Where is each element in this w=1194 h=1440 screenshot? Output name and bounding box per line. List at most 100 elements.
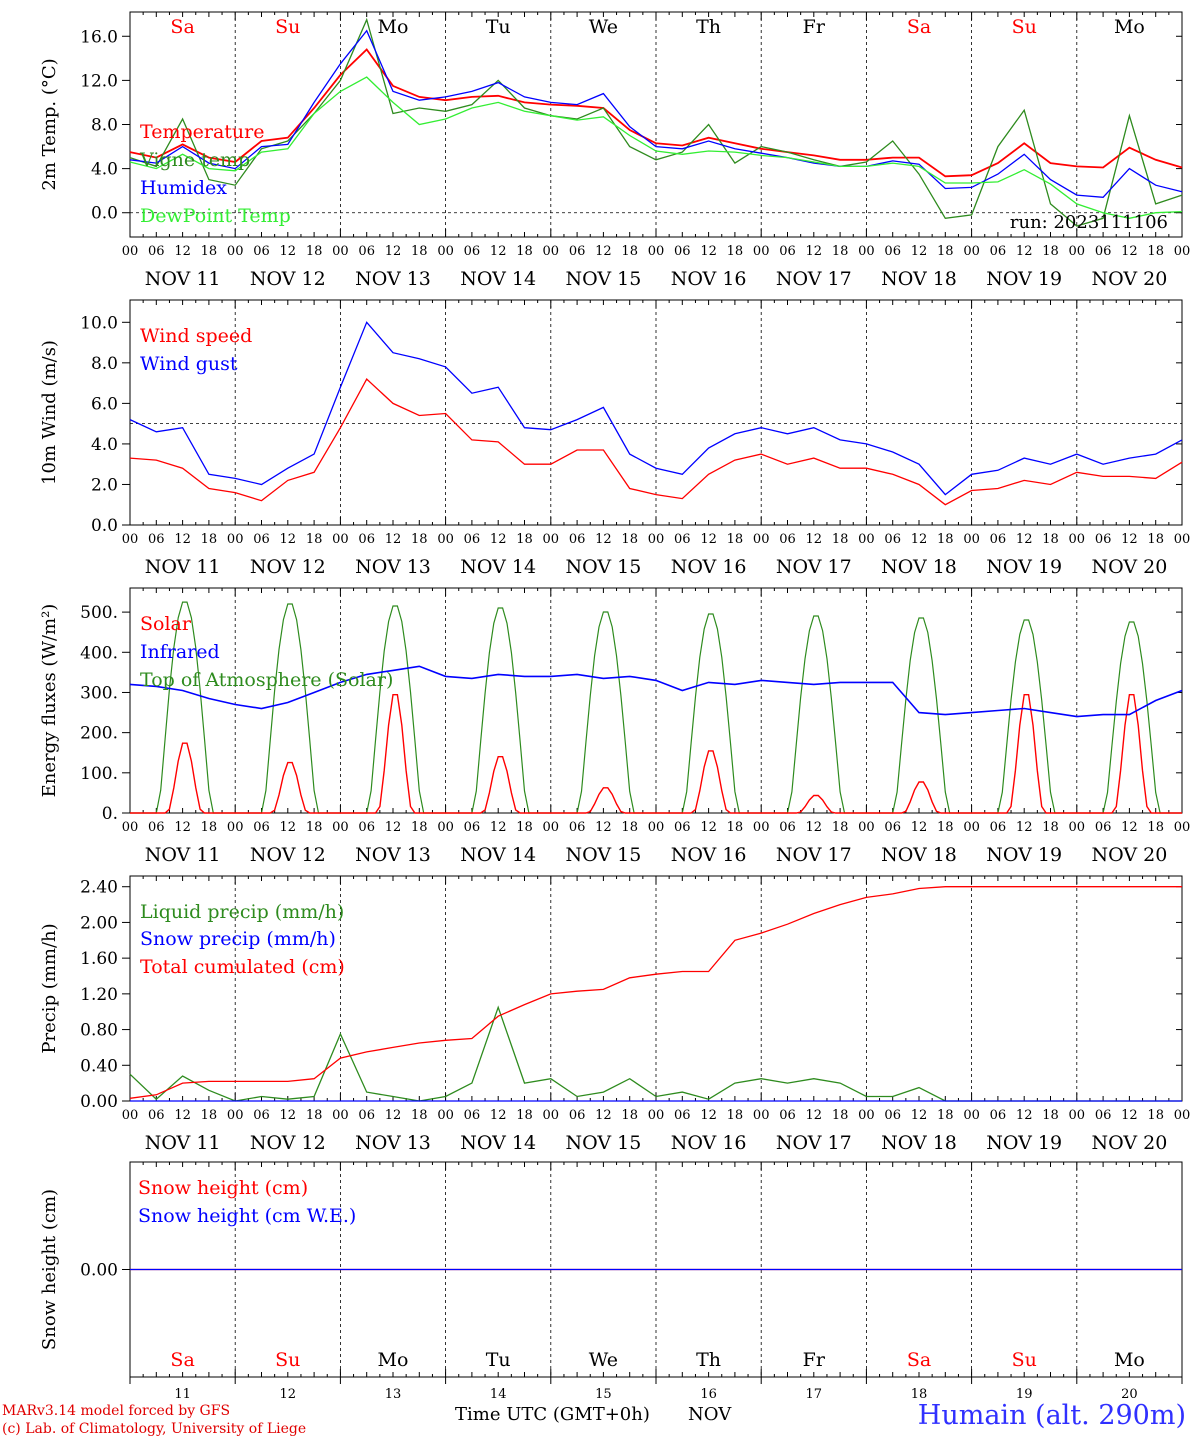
hour-tick-label: 18 [621, 244, 638, 259]
hour-tick-label: 12 [385, 1108, 402, 1123]
date-label: NOV 19 [986, 844, 1062, 866]
date-label: NOV 17 [776, 268, 852, 290]
hour-tick-label: 12 [700, 820, 717, 835]
hour-tick-label: 00 [753, 244, 770, 259]
hour-tick-label: 18 [1042, 532, 1059, 547]
hour-tick-label: 18 [306, 244, 323, 259]
legend-entry: DewPoint Temp [140, 205, 291, 227]
y-tick-label: 4.0 [91, 435, 118, 455]
panel-4: 0.00 0.40 0.80 1.20 1.60 2.00 2.40 Precip (mm/h… [39, 875, 1190, 1154]
hour-tick-label: 06 [464, 244, 481, 259]
date-label: NOV 11 [145, 268, 221, 290]
hour-tick-label: 06 [779, 244, 796, 259]
hour-tick-label: 12 [595, 244, 612, 259]
hour-tick-label: 12 [280, 532, 297, 547]
hour-tick-label: 18 [937, 820, 954, 835]
series-line [129, 321, 1183, 496]
date-label: NOV 16 [671, 556, 747, 578]
hour-tick-label: 06 [990, 820, 1007, 835]
hour-tick-label: 00 [543, 244, 560, 259]
legend-entry: Humidex [140, 177, 227, 199]
hour-tick-label: 12 [490, 532, 507, 547]
hour-tick-label: 06 [253, 1108, 270, 1123]
hour-tick-label: 18 [727, 820, 744, 835]
hour-tick-label: 06 [990, 532, 1007, 547]
hour-tick-label: 00 [122, 244, 139, 259]
hour-tick-label: 06 [464, 1108, 481, 1123]
plot-frame [129, 11, 1183, 238]
date-label: NOV 15 [565, 844, 641, 866]
hour-tick-label: 18 [937, 532, 954, 547]
hour-tick-label: 00 [1174, 244, 1191, 259]
date-label: NOV 12 [250, 1132, 326, 1154]
series-line-solar [130, 694, 1182, 814]
legend-entry: Liquid precip (mm/h) [140, 901, 344, 923]
hour-tick-label: 06 [1095, 244, 1112, 259]
hour-tick-label: 06 [148, 820, 165, 835]
panel-3: 0. 100. 200. 300. 400. 500. Energy fluxes (W/m… [39, 587, 1190, 866]
hour-tick-label: 06 [569, 244, 586, 259]
date-label: NOV 15 [565, 1132, 641, 1154]
date-label: NOV 14 [460, 556, 536, 578]
hour-tick-label: 12 [174, 244, 191, 259]
hour-tick-label: 06 [1095, 1108, 1112, 1123]
date-label: NOV 18 [881, 1132, 957, 1154]
hour-tick-label: 00 [858, 820, 875, 835]
day-number-label: 17 [806, 1387, 823, 1402]
hour-tick-label: 18 [1147, 532, 1164, 547]
hour-tick-label: 06 [464, 532, 481, 547]
series-line [129, 886, 1182, 1099]
y-tick-label: 200. [80, 724, 118, 744]
weekday-label-bottom: Su [275, 1349, 300, 1371]
y-tick-label: 0.00 [80, 1092, 118, 1112]
legend-entry: Total cumulated (cm) [140, 956, 345, 978]
day-number-label: 19 [1016, 1387, 1033, 1402]
date-label: NOV 18 [881, 268, 957, 290]
hour-tick-label: 06 [253, 532, 270, 547]
hour-tick-label: 18 [937, 244, 954, 259]
hour-tick-label: 06 [990, 244, 1007, 259]
y-tick-label: 8.0 [91, 116, 118, 136]
weekday-label-bottom: Tu [486, 1349, 511, 1371]
day-number-label: 13 [385, 1387, 402, 1402]
y-tick-label: 2.00 [80, 913, 118, 933]
legend-entry: Snow height (cm W.E.) [138, 1205, 356, 1227]
weekday-label-top: Tu [486, 16, 511, 38]
hour-tick-label: 06 [569, 820, 586, 835]
y-tick-label: 300. [80, 683, 118, 703]
hour-tick-label: 18 [727, 532, 744, 547]
hour-tick-label: 00 [543, 532, 560, 547]
hour-tick-label: 18 [1147, 244, 1164, 259]
hour-tick-label: 12 [700, 244, 717, 259]
day-number-label: 14 [490, 1387, 507, 1402]
y-tick-label: 0. [102, 804, 118, 824]
weekday-label-top: Sa [170, 16, 194, 38]
hour-tick-label: 06 [148, 532, 165, 547]
hour-tick-label: 18 [727, 244, 744, 259]
date-label: NOV 20 [1091, 844, 1167, 866]
legend-entry: Top of Atmosphere (Solar) [140, 669, 393, 691]
hour-tick-label: 18 [1042, 244, 1059, 259]
hour-tick-label: 12 [1016, 1108, 1033, 1123]
hour-tick-label: 12 [806, 820, 823, 835]
hour-tick-label: 00 [1069, 244, 1086, 259]
y-tick-label: 0.0 [91, 516, 118, 536]
y-tick-label: 4.0 [91, 160, 118, 180]
date-label: NOV 16 [671, 1132, 747, 1154]
hour-tick-label: 12 [174, 532, 191, 547]
legend-entry: Wind gust [140, 353, 238, 375]
hour-tick-label: 00 [332, 820, 349, 835]
hour-tick-label: 06 [674, 244, 691, 259]
hour-tick-label: 06 [253, 820, 270, 835]
panel-2: 0.0 2.0 4.0 6.0 8.0 10.0 10m Wind (m/s) 00 06 12 1… [39, 299, 1190, 578]
hour-tick-label: 00 [543, 1108, 560, 1123]
date-label: NOV 19 [986, 556, 1062, 578]
hour-tick-label: 06 [358, 820, 375, 835]
hour-tick-label: 12 [595, 820, 612, 835]
hour-tick-label: 00 [858, 532, 875, 547]
weekday-label-top: Fr [803, 16, 826, 38]
hour-tick-label: 06 [148, 244, 165, 259]
day-number-label: 20 [1121, 1387, 1138, 1402]
hour-tick-label: 06 [674, 532, 691, 547]
